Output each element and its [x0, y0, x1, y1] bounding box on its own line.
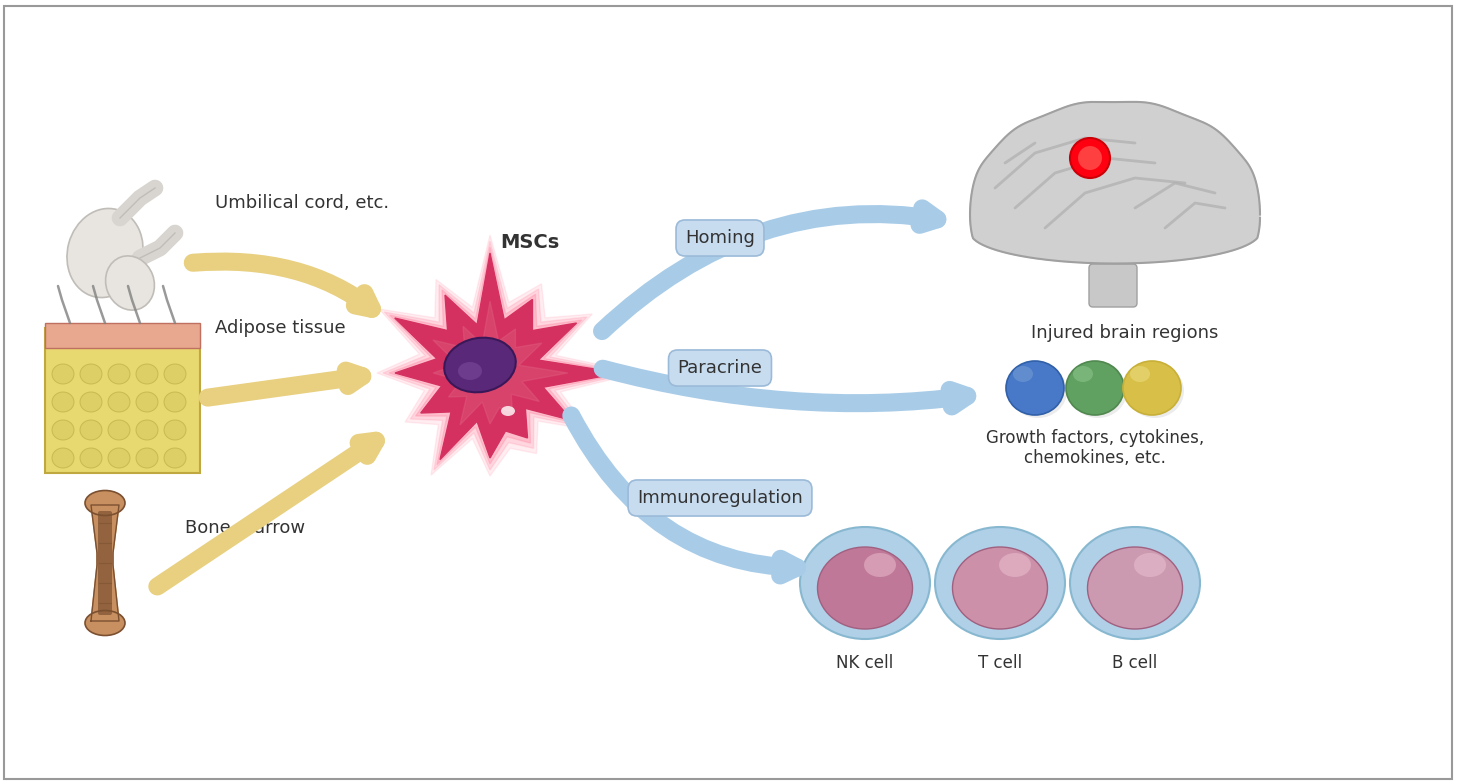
- FancyBboxPatch shape: [45, 323, 200, 348]
- Ellipse shape: [1069, 364, 1127, 418]
- Text: Paracrine: Paracrine: [678, 359, 763, 377]
- Ellipse shape: [52, 364, 74, 384]
- Ellipse shape: [800, 527, 930, 639]
- Ellipse shape: [52, 448, 74, 468]
- Ellipse shape: [458, 362, 483, 380]
- Ellipse shape: [163, 448, 187, 468]
- Ellipse shape: [502, 406, 515, 416]
- Ellipse shape: [108, 392, 130, 412]
- Ellipse shape: [80, 364, 102, 384]
- Text: Adipose tissue: Adipose tissue: [214, 319, 346, 337]
- Ellipse shape: [1088, 547, 1182, 629]
- Ellipse shape: [818, 547, 913, 629]
- Ellipse shape: [67, 208, 143, 298]
- Ellipse shape: [1134, 553, 1166, 577]
- Ellipse shape: [1123, 361, 1181, 415]
- Text: NK cell: NK cell: [837, 654, 894, 672]
- Polygon shape: [383, 241, 631, 470]
- Ellipse shape: [105, 256, 155, 310]
- Polygon shape: [433, 301, 569, 425]
- Circle shape: [1070, 138, 1110, 178]
- Ellipse shape: [80, 448, 102, 468]
- Ellipse shape: [1130, 366, 1150, 382]
- Ellipse shape: [163, 392, 187, 412]
- Ellipse shape: [85, 611, 125, 636]
- Ellipse shape: [1126, 364, 1184, 418]
- Ellipse shape: [136, 420, 157, 440]
- Polygon shape: [389, 247, 625, 465]
- Ellipse shape: [1006, 361, 1064, 415]
- Text: Homing: Homing: [685, 229, 755, 247]
- Ellipse shape: [163, 420, 187, 440]
- FancyBboxPatch shape: [98, 511, 112, 615]
- Text: Growth factors, cytokines,
chemokines, etc.: Growth factors, cytokines, chemokines, e…: [986, 428, 1204, 467]
- Text: T cell: T cell: [978, 654, 1022, 672]
- Ellipse shape: [1070, 527, 1200, 639]
- Polygon shape: [90, 505, 120, 621]
- Ellipse shape: [163, 364, 187, 384]
- Ellipse shape: [865, 553, 897, 577]
- Ellipse shape: [52, 420, 74, 440]
- Polygon shape: [378, 235, 639, 476]
- Text: B cell: B cell: [1112, 654, 1158, 672]
- Ellipse shape: [85, 490, 125, 515]
- FancyBboxPatch shape: [1089, 264, 1137, 307]
- Ellipse shape: [1073, 366, 1094, 382]
- Ellipse shape: [1009, 364, 1067, 418]
- Ellipse shape: [108, 420, 130, 440]
- Ellipse shape: [108, 448, 130, 468]
- Ellipse shape: [1013, 366, 1034, 382]
- Ellipse shape: [952, 547, 1047, 629]
- FancyBboxPatch shape: [45, 328, 200, 473]
- Ellipse shape: [80, 420, 102, 440]
- Ellipse shape: [80, 392, 102, 412]
- Ellipse shape: [935, 527, 1064, 639]
- Ellipse shape: [136, 364, 157, 384]
- Ellipse shape: [1066, 361, 1124, 415]
- Text: MSCs: MSCs: [500, 233, 560, 252]
- Circle shape: [1077, 146, 1102, 170]
- Ellipse shape: [108, 364, 130, 384]
- Ellipse shape: [136, 448, 157, 468]
- Ellipse shape: [136, 392, 157, 412]
- Text: Umbilical cord, etc.: Umbilical cord, etc.: [214, 194, 389, 212]
- Text: Bone marrow: Bone marrow: [185, 519, 305, 537]
- Ellipse shape: [445, 337, 516, 392]
- Text: Immunoregulation: Immunoregulation: [637, 489, 803, 507]
- Polygon shape: [395, 253, 620, 460]
- Ellipse shape: [999, 553, 1031, 577]
- Polygon shape: [970, 102, 1260, 264]
- Ellipse shape: [52, 392, 74, 412]
- Text: Injured brain regions: Injured brain regions: [1031, 324, 1219, 342]
